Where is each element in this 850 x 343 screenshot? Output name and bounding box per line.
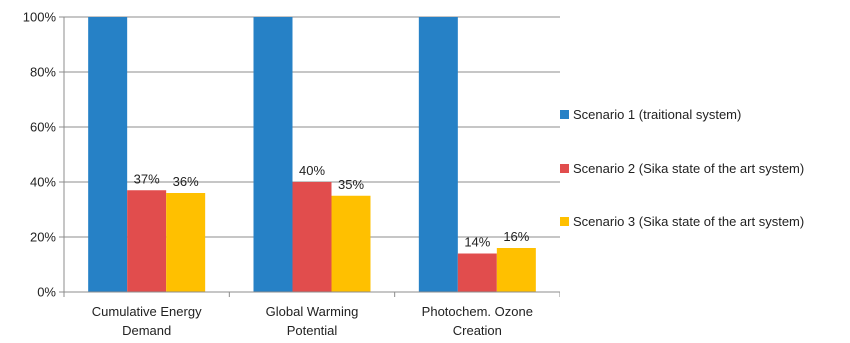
y-axis-tick-labels: 0% 20% 40% 60% 80% 100% bbox=[23, 10, 57, 300]
y-tick-label: 0% bbox=[37, 285, 56, 300]
y-tick-label: 100% bbox=[23, 10, 57, 25]
legend-label-scenario-3: Scenario 3 (Sika state of the art system… bbox=[573, 214, 805, 229]
axes bbox=[59, 16, 560, 297]
legend-swatch-scenario-3 bbox=[560, 217, 569, 226]
y-tick-label: 40% bbox=[30, 175, 56, 190]
bar-data-labels: 37% 40% 14% 36% 35% 16% bbox=[134, 163, 530, 250]
bar-series-1-category-3 bbox=[418, 17, 458, 292]
bar-series-1-category-2 bbox=[253, 17, 293, 292]
legend-swatch-scenario-2 bbox=[560, 164, 569, 173]
bar-series-3-category-2 bbox=[331, 195, 371, 292]
x-category-label: Photochem. Ozone Creation bbox=[422, 304, 533, 338]
bar-series-2-category-2 bbox=[292, 182, 332, 292]
x-category-label: Cumulative Energy Demand bbox=[92, 304, 202, 338]
y-tick-label: 20% bbox=[30, 230, 56, 245]
bar-data-label: 14% bbox=[464, 235, 490, 250]
bar-data-label: 16% bbox=[503, 229, 529, 244]
legend-swatch-scenario-1 bbox=[560, 110, 569, 119]
y-tick-label: 80% bbox=[30, 65, 56, 80]
legend-item-scenario-2: Scenario 2 (Sika state of the art system… bbox=[560, 160, 843, 177]
bar-chart: 0% 20% 40% 60% 80% 100% 37% 40% 14% 36% 35% 16% Cu… bbox=[23, 10, 560, 338]
bar-series-3-category-1 bbox=[166, 193, 206, 292]
bar-series-2-category-1 bbox=[127, 190, 167, 292]
legend-label-scenario-2: Scenario 2 (Sika state of the art system… bbox=[573, 161, 805, 176]
x-category-label: Global Warming Potential bbox=[266, 304, 359, 338]
legend-label-scenario-1: Scenario 1 (traitional system) bbox=[573, 107, 742, 122]
bar-series-2-category-3 bbox=[457, 253, 497, 292]
bar-data-label: 35% bbox=[338, 177, 364, 192]
bar-data-label: 37% bbox=[134, 171, 160, 186]
legend: Scenario 1 (traitional system) Scenario … bbox=[560, 0, 850, 343]
x-axis-category-labels: Cumulative Energy Demand Global Warming Pot… bbox=[92, 304, 533, 338]
y-tick-label: 60% bbox=[30, 120, 56, 135]
bar-data-label: 36% bbox=[173, 174, 199, 189]
bars bbox=[88, 17, 536, 292]
legend-item-scenario-3: Scenario 3 (Sika state of the art system… bbox=[560, 213, 843, 230]
legend-item-scenario-1: Scenario 1 (traitional system) bbox=[560, 106, 843, 123]
bar-series-1-category-1 bbox=[88, 17, 128, 292]
bar-data-label: 40% bbox=[299, 163, 325, 178]
bar-series-3-category-3 bbox=[496, 248, 536, 292]
gridlines bbox=[64, 16, 560, 238]
